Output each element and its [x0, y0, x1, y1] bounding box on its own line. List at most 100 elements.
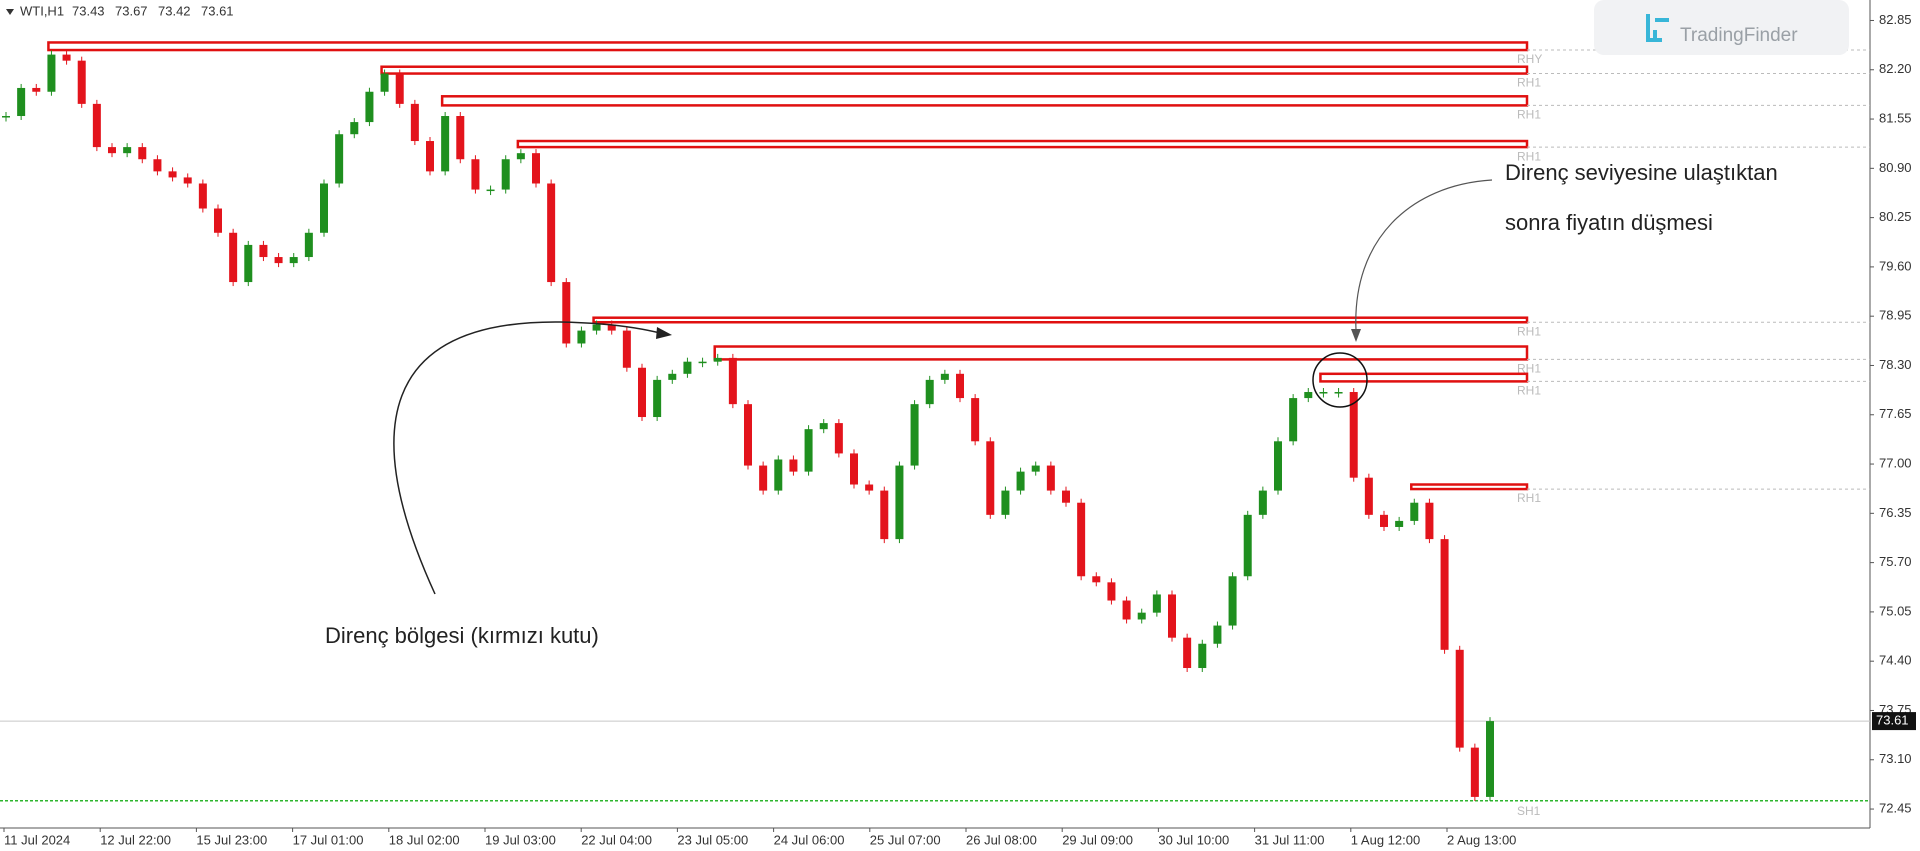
- candle: [501, 159, 510, 190]
- candle: [986, 441, 995, 515]
- zone-label: RH1: [1517, 149, 1541, 163]
- candle: [1062, 490, 1070, 503]
- candle: [532, 153, 540, 184]
- candle: [516, 153, 525, 160]
- candle: [1152, 594, 1161, 613]
- candle: [229, 232, 238, 283]
- candle: [1168, 594, 1176, 638]
- candle: [1440, 539, 1449, 650]
- x-tick-label: 25 Jul 07:00: [870, 832, 941, 847]
- candle: [1486, 721, 1494, 797]
- resistance-zone: [713, 345, 1529, 361]
- watermark-icon: [1646, 14, 1669, 42]
- candle: [1198, 643, 1207, 669]
- x-tick-label: 15 Jul 23:00: [196, 832, 267, 847]
- candle: [698, 361, 707, 364]
- x-tick-label: 29 Jul 09:00: [1062, 832, 1133, 847]
- last-price-label: 73.61: [1876, 713, 1909, 728]
- candle: [350, 122, 359, 135]
- y-tick-label: 74.40: [1879, 653, 1912, 668]
- candle: [759, 465, 768, 491]
- zone-label: RH1: [1517, 362, 1541, 376]
- candle: [486, 189, 495, 192]
- candle: [441, 116, 450, 172]
- candle: [562, 282, 571, 344]
- header-low: 73.42: [158, 3, 191, 18]
- candle: [123, 147, 132, 154]
- candle: [214, 208, 222, 233]
- zone-label: RH1: [1517, 108, 1541, 122]
- x-tick-label: 1 Aug 12:00: [1351, 832, 1420, 847]
- candle: [168, 171, 177, 178]
- candle: [47, 54, 56, 92]
- candle: [547, 183, 556, 283]
- y-tick-label: 72.45: [1879, 800, 1912, 815]
- watermark-text: TradingFinder: [1680, 25, 1798, 46]
- resistance-zone: [1410, 483, 1529, 491]
- candle: [1304, 392, 1313, 399]
- candle: [1046, 465, 1055, 491]
- candle: [198, 183, 207, 209]
- candle: [17, 87, 26, 117]
- candle: [728, 357, 737, 405]
- candle: [668, 373, 677, 380]
- symbol: WTI,H1: [20, 3, 64, 18]
- candle: [1183, 637, 1192, 669]
- x-tick-label: 24 Jul 06:00: [774, 832, 845, 847]
- x-tick-label: 19 Jul 03:00: [485, 832, 556, 847]
- candle: [471, 159, 480, 190]
- zone-label: RH1: [1517, 76, 1541, 90]
- candle: [1031, 465, 1040, 472]
- candle: [2, 116, 10, 118]
- candle: [1395, 520, 1404, 527]
- candle: [1319, 392, 1328, 394]
- candle: [1137, 612, 1146, 620]
- candle: [1077, 502, 1086, 577]
- candle: [895, 465, 904, 540]
- candle: [410, 103, 419, 142]
- header-icon: [6, 9, 14, 15]
- header-open: 73.43: [72, 3, 105, 18]
- x-tick-label: 17 Jul 01:00: [293, 832, 364, 847]
- candle: [819, 423, 828, 430]
- header-high: 73.67: [115, 3, 148, 18]
- candle: [1228, 576, 1237, 626]
- candle: [910, 404, 919, 466]
- arrow-head: [1351, 329, 1361, 342]
- x-tick-label: 22 Jul 04:00: [581, 832, 652, 847]
- x-tick-label: 26 Jul 08:00: [966, 832, 1037, 847]
- header-close: 73.61: [201, 3, 234, 18]
- y-tick-label: 73.10: [1879, 751, 1912, 766]
- y-tick-label: 82.85: [1879, 12, 1912, 27]
- annotation: Direnç bölgesi (kırmızı kutu): [325, 623, 599, 648]
- resistance-zone: [516, 139, 1529, 149]
- x-tick-label: 12 Jul 22:00: [100, 832, 171, 847]
- candle: [1001, 490, 1010, 515]
- watermark: TradingFinder: [1594, 0, 1849, 55]
- resistance-zone: [1319, 372, 1529, 383]
- candle: [32, 87, 41, 92]
- annotations: Direnç bölgesi (kırmızı kutu) Direnç sev…: [325, 160, 1778, 648]
- candle: [77, 60, 86, 104]
- candle: [1016, 471, 1025, 491]
- candle: [259, 244, 268, 258]
- candle: [940, 373, 949, 380]
- header: WTI,H1 73.43 73.67 73.42 73.61: [20, 3, 234, 18]
- candle: [1213, 625, 1222, 644]
- candle: [380, 73, 389, 92]
- resistance-zone: [592, 316, 1529, 324]
- candle: [365, 91, 374, 123]
- last-price-box: [1872, 712, 1916, 731]
- y-tick-label: 81.55: [1879, 110, 1912, 125]
- candle: [850, 453, 858, 485]
- y-tick-label: 80.90: [1879, 160, 1912, 175]
- candle: [880, 490, 889, 540]
- x-tick-label: 11 Jul 2024: [4, 832, 70, 847]
- candle: [1258, 490, 1267, 515]
- y-tick-label: 80.25: [1879, 209, 1912, 224]
- candle: [804, 429, 813, 472]
- candle: [865, 484, 874, 491]
- y-tick-label: 76.35: [1879, 505, 1912, 520]
- resistance-zone: [440, 95, 1529, 107]
- candle: [622, 330, 631, 368]
